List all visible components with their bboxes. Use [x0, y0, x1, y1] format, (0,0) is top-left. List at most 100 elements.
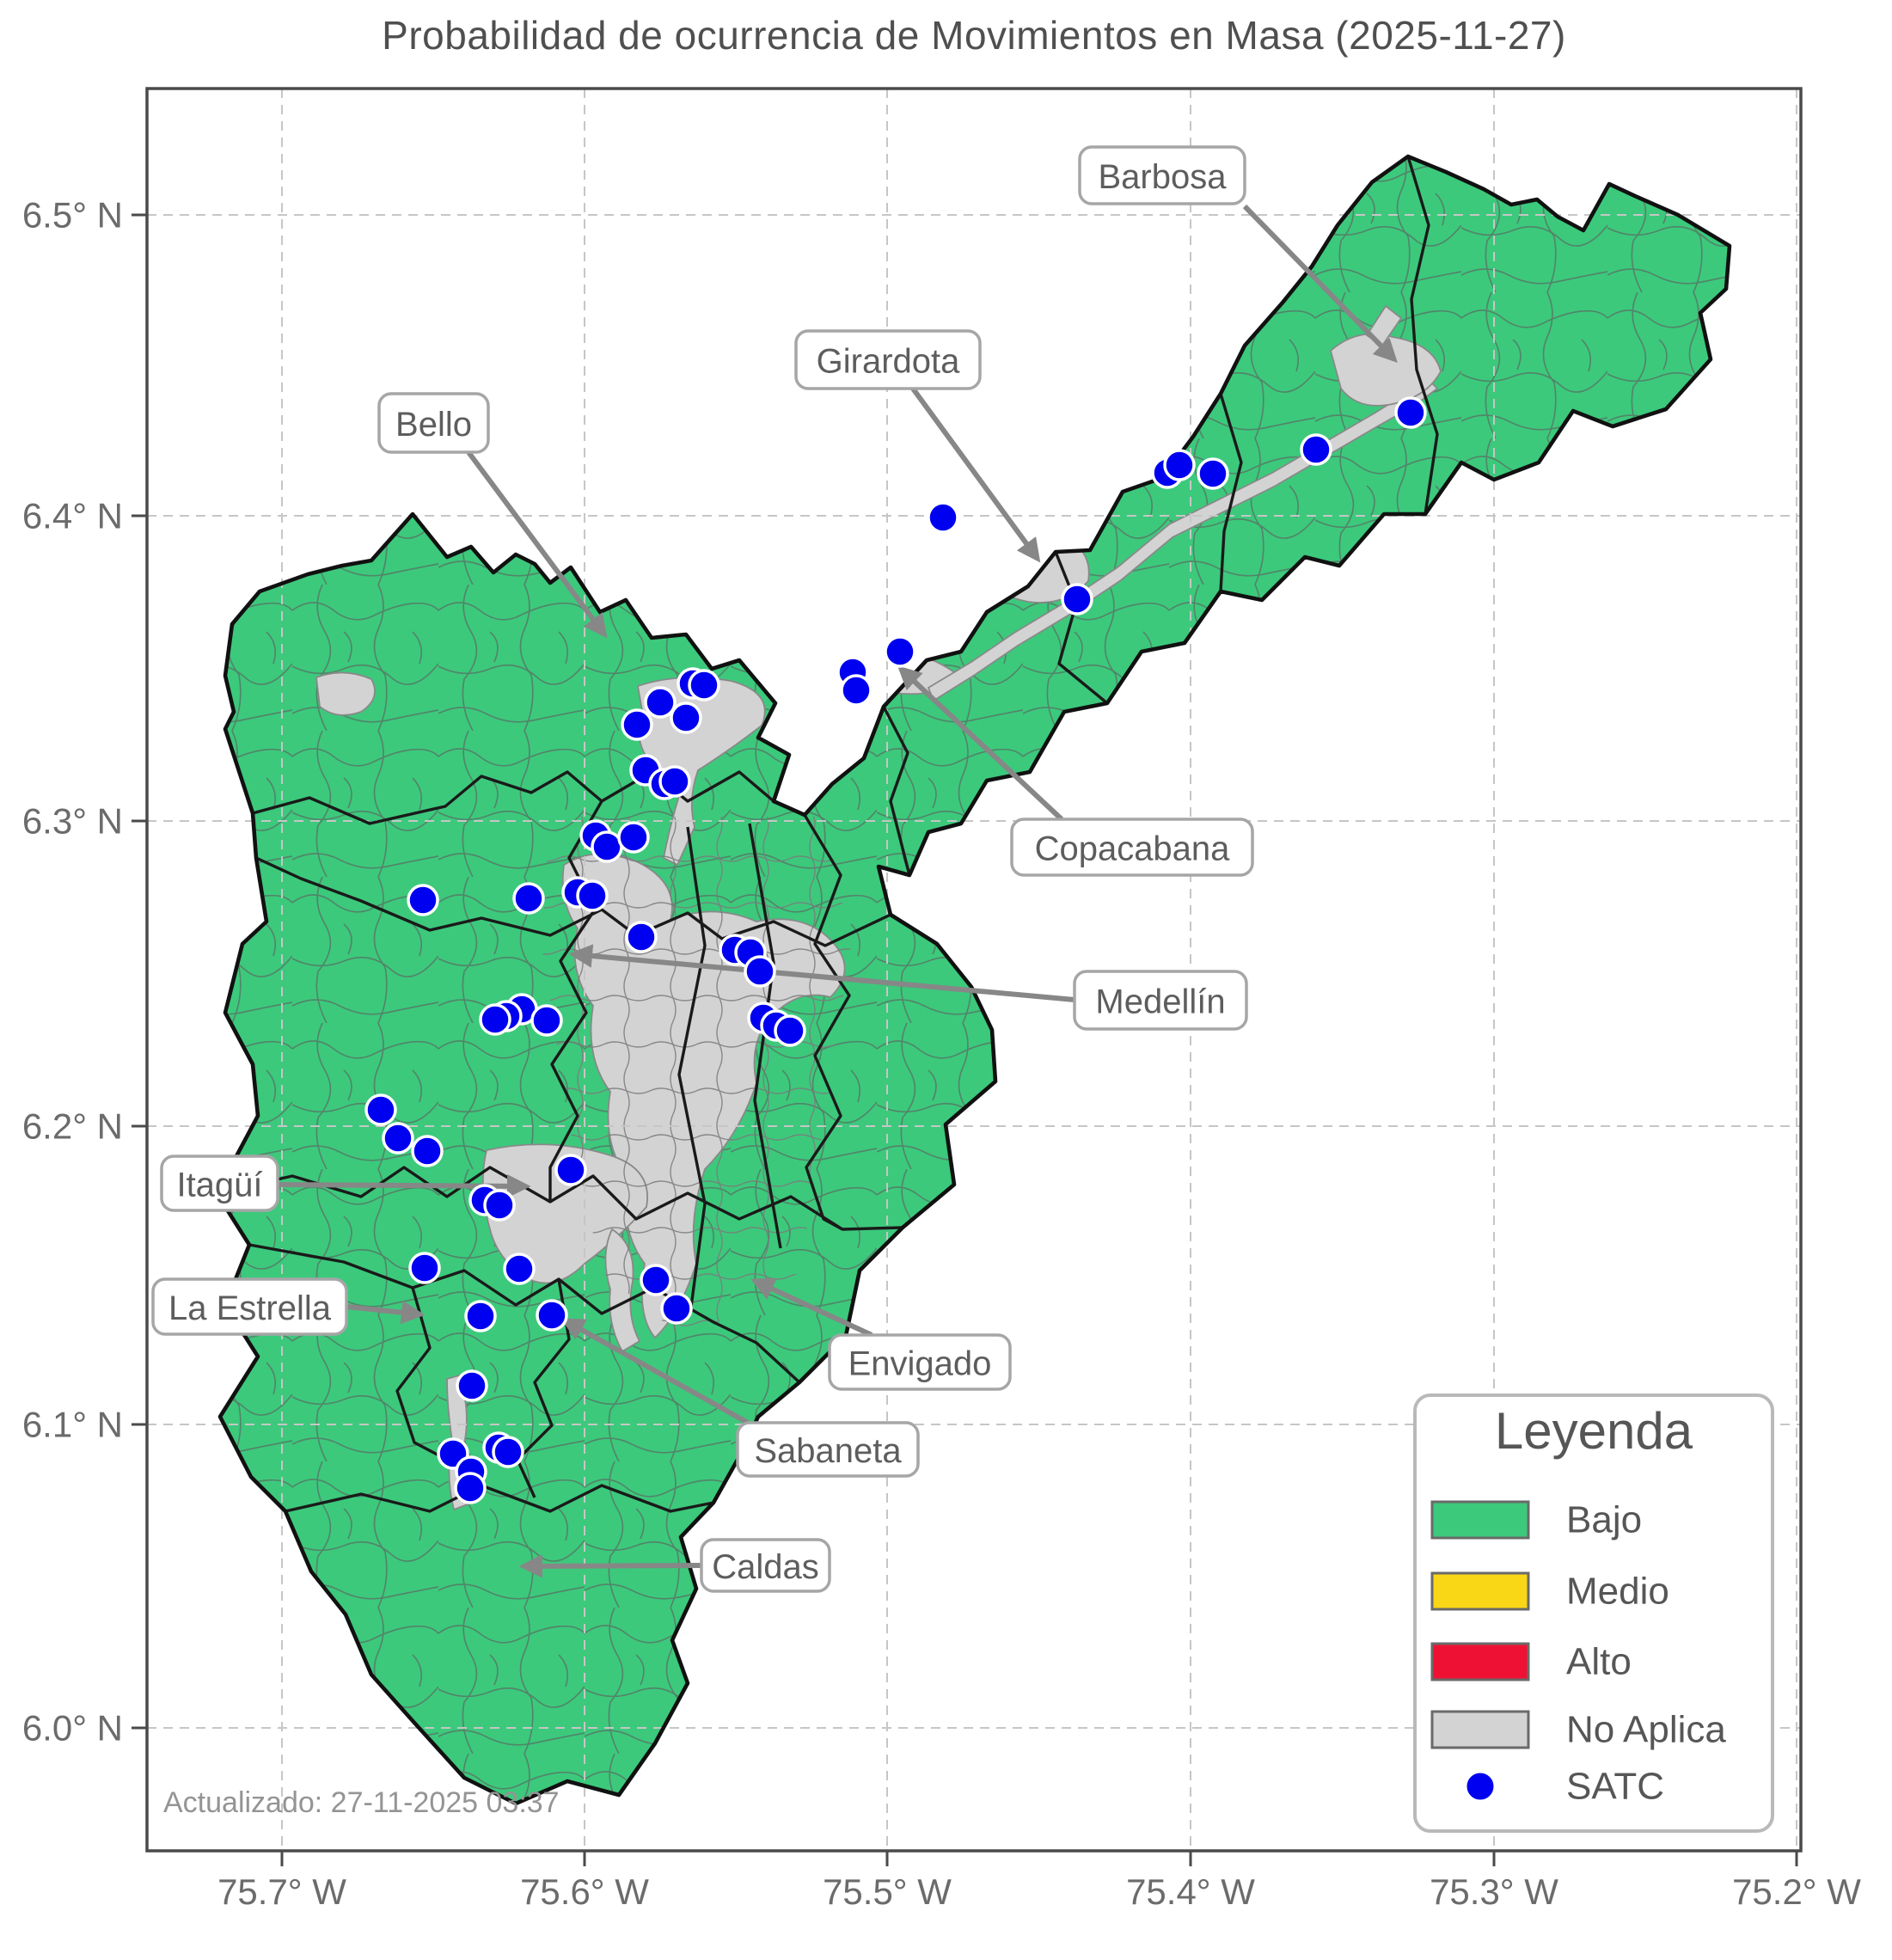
- satc-point: [1061, 583, 1093, 616]
- legend-dot-satc: [1464, 1770, 1497, 1803]
- x-tick-label: 75.6° W: [520, 1871, 649, 1912]
- arrow-bello: [466, 450, 608, 639]
- y-tick-label: 6.2° N: [22, 1106, 123, 1147]
- satc-point: [591, 830, 623, 863]
- arrow-la-estrella: [346, 1300, 426, 1325]
- municipality-border: [1219, 393, 1243, 592]
- municipality-border: [395, 1287, 448, 1461]
- satc-point: [644, 686, 677, 719]
- arrow-barbosa: [1242, 204, 1398, 363]
- label-girardota: Girardota: [794, 329, 982, 390]
- satc-point: [483, 1189, 516, 1222]
- satc-point: [670, 701, 702, 734]
- satc-point: [530, 1004, 563, 1037]
- municipality-borders: [214, 154, 1732, 1806]
- svg-text:Copacabana: Copacabana: [1035, 830, 1231, 868]
- svg-text:Medellín: Medellín: [1095, 983, 1225, 1021]
- y-tick-label: 6.5° N: [22, 195, 123, 236]
- svg-text:Barbosa: Barbosa: [1099, 158, 1228, 196]
- satc-point: [1394, 396, 1427, 429]
- x-tick-label: 75.3° W: [1430, 1871, 1558, 1912]
- label-itagüí: Itagüí: [160, 1155, 279, 1212]
- land-region: [217, 156, 1730, 1804]
- satc-point: [660, 1292, 693, 1325]
- label-caldas: Caldas: [700, 1538, 831, 1593]
- svg-text:La Estrella: La Estrella: [168, 1289, 332, 1327]
- legend-item-label: SATC: [1566, 1766, 1664, 1808]
- satc-point: [554, 1154, 587, 1186]
- legend-swatch-medio: [1430, 1571, 1530, 1611]
- y-tick-label: 6.1° N: [22, 1405, 123, 1445]
- municipality-border: [1054, 551, 1109, 705]
- satc-point: [411, 1135, 444, 1167]
- x-tick-label: 75.4° W: [1126, 1871, 1255, 1912]
- arrow-caldas: [518, 1554, 702, 1578]
- svg-text:Girardota: Girardota: [817, 343, 960, 381]
- legend-item-label: Medio: [1566, 1571, 1669, 1613]
- satc-point: [927, 501, 959, 534]
- arrow-sabaneta: [560, 1318, 750, 1425]
- arrow-envigado: [750, 1277, 873, 1338]
- metro-outer-border: [214, 154, 1732, 1806]
- legend: Leyenda Bajo Medio Alto No Aplica SATC: [1413, 1393, 1774, 1833]
- arrow-medellín: [568, 944, 1075, 1002]
- axes-frame: 75.7° W 75.6° W 75.5° W 75.4° W 75.3° W 75.2°…: [22, 87, 1861, 1912]
- satc-point: [492, 1436, 524, 1468]
- municipality-border: [255, 856, 891, 947]
- label-bello: Bello: [377, 392, 490, 454]
- satc-point: [512, 882, 545, 915]
- municipality-border: [1406, 156, 1439, 515]
- municipality-border: [677, 826, 707, 1308]
- satc-point: [454, 1472, 487, 1504]
- label-envigado: Envigado: [828, 1333, 1012, 1391]
- svg-text:Envigado: Envigado: [848, 1345, 992, 1383]
- annotation-arrows: [277, 204, 1398, 1578]
- arrow-copacabana: [897, 665, 1064, 822]
- label-copacabana: Copacabana: [1010, 818, 1254, 877]
- satc-point: [688, 669, 720, 701]
- svg-text:Itagüí: Itagüí: [176, 1167, 262, 1204]
- satc-point: [408, 1252, 441, 1284]
- satc-point: [503, 1253, 536, 1285]
- urban-area: [315, 671, 376, 716]
- satc-point: [1163, 449, 1196, 481]
- satc-point: [576, 879, 609, 912]
- y-tick-label: 6.3° N: [22, 801, 123, 842]
- satc-point: [1197, 457, 1229, 490]
- arrow-girardota: [910, 387, 1041, 563]
- label-medellín: Medellín: [1073, 970, 1248, 1031]
- satc-stations: [364, 396, 1427, 1504]
- y-tick-label: 6.0° N: [22, 1708, 123, 1749]
- satc-point: [884, 635, 916, 668]
- municipality-border: [252, 770, 775, 825]
- municipality-border: [803, 814, 851, 1231]
- legend-item-label: Bajo: [1566, 1499, 1642, 1541]
- plot-frame: [145, 87, 1803, 1853]
- legend-item-label: No Aplica: [1566, 1709, 1726, 1751]
- satc-point: [456, 1369, 488, 1402]
- satc-point: [364, 1093, 397, 1126]
- satc-point: [382, 1122, 414, 1155]
- satc-point: [658, 765, 691, 798]
- satc-point: [640, 1264, 672, 1296]
- svg-text:Caldas: Caldas: [712, 1548, 819, 1586]
- legend-swatch-alto: [1430, 1642, 1530, 1681]
- legend-title: Leyenda: [1495, 1402, 1693, 1460]
- satc-point: [621, 708, 653, 741]
- updated-timestamp: Actualizado: 27-11-2025 03:37: [163, 1786, 560, 1819]
- label-barbosa: Barbosa: [1078, 145, 1246, 205]
- label-la-estrella: La Estrella: [151, 1277, 348, 1336]
- municipality-label-boxes: Barbosa Girardota Bello Copacabana Medellín I…: [151, 145, 1254, 1593]
- satc-point: [625, 921, 658, 953]
- satc-point: [840, 674, 873, 707]
- satc-point: [407, 884, 439, 916]
- municipality-border: [882, 706, 911, 876]
- legend-item-label: Alto: [1566, 1641, 1632, 1683]
- x-tick-label: 75.7° W: [217, 1871, 346, 1912]
- municipality-border: [285, 1484, 714, 1513]
- legend-swatch-bajo: [1430, 1500, 1530, 1540]
- municipality-border: [217, 1166, 903, 1231]
- satc-point: [617, 821, 650, 854]
